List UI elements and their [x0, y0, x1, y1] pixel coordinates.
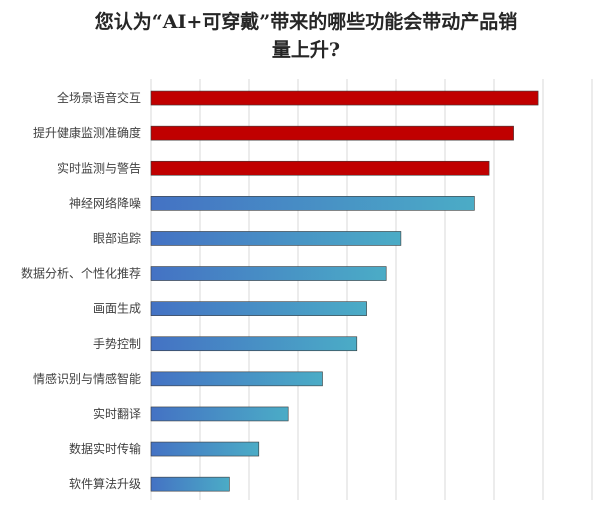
category-label: 手势控制 — [93, 337, 141, 351]
bar — [150, 476, 230, 492]
bar — [150, 160, 490, 176]
bar — [150, 336, 358, 352]
category-label: 全场景语音交互 — [57, 90, 141, 105]
gridlines — [150, 79, 593, 500]
category-label: 数据实时传输 — [69, 441, 141, 456]
bar — [150, 406, 289, 422]
category-labels: 全场景语音交互提升健康监测准确度实时监测与警告神经网络降噪眼部追踪数据分析、个性… — [21, 90, 141, 491]
bar — [150, 371, 323, 387]
bar — [150, 231, 402, 246]
bar — [150, 125, 514, 141]
category-label: 软件算法升级 — [69, 476, 141, 491]
bar — [150, 301, 367, 316]
bar — [150, 196, 475, 211]
category-label: 数据分析、个性化推荐 — [21, 266, 141, 281]
bar — [150, 266, 387, 281]
bar — [150, 441, 260, 457]
category-label: 神经网络降噪 — [69, 195, 141, 210]
chart-title-line-1: 您认为“AI+可穿戴”带来的哪些功能会带动产品销 — [95, 10, 517, 33]
category-label: 眼部追踪 — [93, 230, 141, 245]
category-label: 画面生成 — [93, 302, 141, 316]
chart-title-line-2: 量上升? — [272, 39, 340, 61]
bar — [150, 90, 539, 106]
bars — [150, 90, 539, 492]
category-label: 情感识别与情感智能 — [33, 371, 141, 386]
category-label: 提升健康监测准确度 — [33, 125, 141, 140]
category-label: 实时监测与警告 — [57, 160, 141, 175]
category-label: 实时翻译 — [93, 406, 141, 421]
